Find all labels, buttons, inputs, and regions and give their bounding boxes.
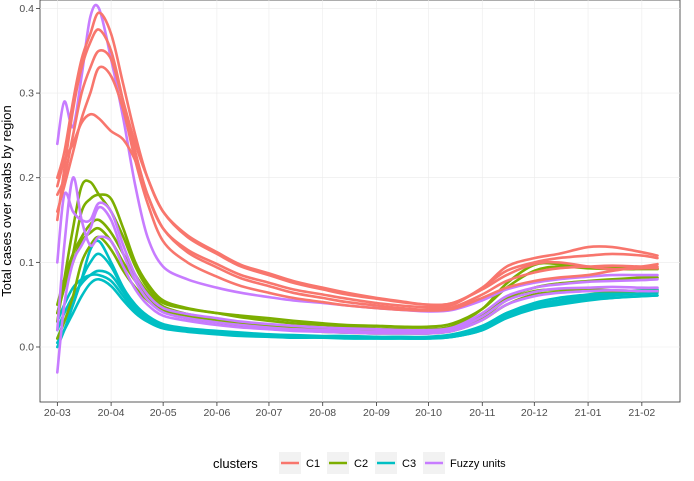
x-tick-label: 20-08 [309, 407, 336, 419]
legend-label-c2: C2 [354, 458, 368, 470]
x-tick-label: 20-04 [98, 407, 125, 419]
legend-label-c1: C1 [306, 458, 320, 470]
y-tick-label: 0.0 [19, 341, 34, 353]
y-axis-title: Total cases over swabs by region [0, 105, 14, 296]
legend: clusters C1 C2 C3 Fuzzy units [213, 452, 506, 474]
x-tick-label: 20-11 [469, 407, 495, 419]
x-tick-label: 21-02 [628, 407, 655, 419]
x-tick-label: 20-03 [44, 407, 71, 419]
series-line-fuzzy-15 [56, 3, 659, 313]
series-line-c1-2 [56, 49, 659, 307]
legend-label-fuzzy: Fuzzy units [450, 458, 506, 470]
x-tick-label: 20-07 [256, 407, 283, 419]
series-line-fuzzy-17 [56, 205, 659, 374]
y-tick-label: 0.1 [19, 257, 34, 269]
series-line-c2-5 [56, 179, 659, 329]
series-line-c1-0 [56, 11, 659, 307]
gridlines [40, 0, 680, 402]
series-line-c1-4 [56, 65, 659, 312]
series-lines [56, 3, 659, 374]
legend-title: clusters [213, 456, 258, 471]
plot-panel [39, 0, 681, 403]
series-line-c3-14 [56, 277, 659, 345]
series-line-c1-3 [56, 112, 659, 312]
x-tick-label: 20-12 [521, 407, 548, 419]
series-line-c1-1 [56, 28, 659, 309]
x-tick-label: 20-10 [415, 407, 442, 419]
series-line-fuzzy-16 [56, 191, 659, 332]
x-tick-label: 20-09 [363, 407, 390, 419]
x-tick-label: 21-01 [575, 407, 602, 419]
x-tick-label: 20-06 [203, 407, 230, 419]
y-tick-label: 0.3 [19, 88, 34, 100]
y-tick-label: 0.4 [19, 3, 34, 15]
legend-label-c3: C3 [402, 458, 416, 470]
y-tick-label: 0.2 [19, 172, 34, 184]
y-axis: 0.0 0.1 0.2 0.3 0.4 [19, 3, 40, 353]
x-axis: 20-03 20-04 20-05 20-06 20-07 20-08 20-09 20-10… [44, 402, 655, 419]
x-tick-label: 20-05 [150, 407, 177, 419]
series-line-fuzzy-18 [56, 176, 659, 335]
